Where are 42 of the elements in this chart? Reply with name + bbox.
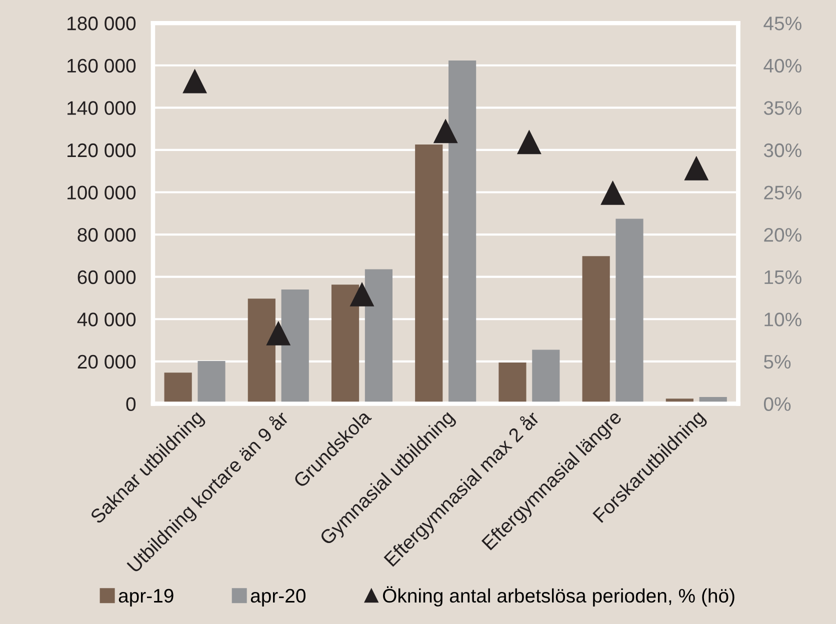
y-tick-label: 100 000 xyxy=(68,186,136,200)
y2-tick-label: 45% xyxy=(764,16,802,30)
point xyxy=(600,181,625,205)
y2-tick-label: 30% xyxy=(764,143,802,158)
bar xyxy=(281,290,309,404)
bar xyxy=(364,269,392,404)
point xyxy=(266,322,290,346)
y2-tick-label: 25% xyxy=(764,186,802,200)
y2-tick-label: 0% xyxy=(764,397,791,411)
y2-tick-label: 20% xyxy=(764,228,802,242)
point xyxy=(350,282,374,306)
point xyxy=(434,120,458,144)
y2-tick-label: 35% xyxy=(764,101,802,115)
y-tick-label: 160 000 xyxy=(68,58,136,73)
y-tick-label: 80 000 xyxy=(78,228,136,242)
legend-label: Ökning antal arbetslösa perioden, % (hö) xyxy=(382,586,734,606)
y-tick-label: 120 000 xyxy=(68,143,136,158)
y2-tick-label: 15% xyxy=(764,270,802,284)
bar xyxy=(198,361,226,404)
bar xyxy=(616,218,644,404)
bar xyxy=(448,60,476,404)
y-tick-label: 20 000 xyxy=(78,354,136,369)
bar xyxy=(248,298,276,404)
y2-tick-label: 10% xyxy=(764,312,802,326)
legend-label: apr-19 xyxy=(118,588,174,606)
bar xyxy=(498,362,526,404)
y2-tick-label: 5% xyxy=(764,354,791,369)
bar xyxy=(331,284,360,404)
point xyxy=(517,130,541,154)
y-tick-label: 140 000 xyxy=(68,101,136,115)
point xyxy=(684,156,708,180)
y-tick-label: 0 xyxy=(126,397,136,411)
bar xyxy=(164,372,192,404)
bar xyxy=(582,256,610,404)
bar xyxy=(532,350,560,404)
point xyxy=(182,70,207,94)
y2-tick-label: 40% xyxy=(764,58,802,73)
y-tick-label: 180 000 xyxy=(68,16,136,30)
bar xyxy=(415,144,443,404)
y-tick-label: 60 000 xyxy=(78,270,136,284)
legend-label: apr-20 xyxy=(250,588,306,606)
y-tick-label: 40 000 xyxy=(77,312,136,326)
